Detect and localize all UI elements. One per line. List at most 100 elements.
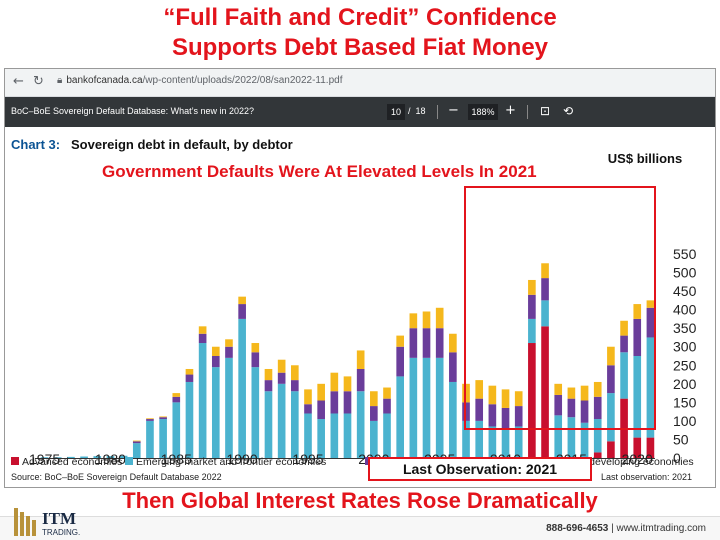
bar-segment-2019-other xyxy=(620,320,628,336)
footer-website[interactable]: www.itmtrading.com xyxy=(616,523,706,534)
y-tick-label: 450 xyxy=(673,283,697,299)
bar-segment-1991-hipc xyxy=(251,352,260,368)
bar-segment-1997-emerging xyxy=(330,413,339,458)
bar-segment-2011-emerging xyxy=(514,426,523,458)
footer-bar: 888-696-4653 | www.itmtrading.com xyxy=(0,516,720,540)
bar-segment-2005-other xyxy=(435,307,444,329)
bar-segment-1999-hipc xyxy=(356,368,365,392)
bar-segment-2003-emerging xyxy=(409,357,418,458)
bar-segment-2011-other xyxy=(514,391,523,407)
url-text[interactable]: 🔒︎ bankofcanada.ca/wp-content/uploads/202… xyxy=(57,75,342,86)
bar-segment-2019-hipc xyxy=(620,335,628,353)
y-axis-label: US$ billions xyxy=(608,151,682,166)
bar-segment-2016-hipc xyxy=(580,400,589,423)
bar-segment-2013-advanced xyxy=(541,326,549,458)
bar-segment-1992-emerging xyxy=(264,391,273,458)
legend-swatch-advanced xyxy=(11,457,19,465)
toolbar-divider xyxy=(437,105,438,119)
y-tick-label: 500 xyxy=(673,265,697,281)
logo-text: ITM xyxy=(42,509,76,528)
last-observation-note: Last observation: 2021 xyxy=(601,472,692,482)
bar-segment-1999-other xyxy=(356,350,365,369)
bar-segment-1989-hipc xyxy=(225,346,233,358)
bar-segment-2018-other xyxy=(607,346,615,366)
zoom-out-button[interactable]: − xyxy=(448,103,459,118)
bar-segment-1998-other xyxy=(343,376,352,392)
bar-segment-1993-hipc xyxy=(277,372,286,384)
bar-segment-2020-hipc xyxy=(633,318,642,356)
bar-segment-1982-emerging xyxy=(132,443,141,458)
footer-phone[interactable]: 888-696-4653 xyxy=(546,523,609,534)
logo-bar xyxy=(26,516,30,536)
page-total: / 18 xyxy=(408,106,426,116)
zoom-in-button[interactable]: + xyxy=(505,103,516,118)
bar-segment-2002-other xyxy=(396,335,404,347)
bar-segment-2000-hipc xyxy=(370,406,378,421)
rotate-icon[interactable]: ⟲ xyxy=(563,104,574,118)
bar-segment-2005-hipc xyxy=(435,328,444,358)
bar-segment-2018-advanced xyxy=(607,441,615,458)
logo-subtext: TRADING. xyxy=(42,528,80,537)
bar-segment-1991-other xyxy=(251,343,260,353)
bar-segment-1983-other xyxy=(146,418,154,420)
bar-segment-2001-hipc xyxy=(383,398,391,414)
bar-segment-2015-emerging xyxy=(567,417,576,458)
zoom-level-input[interactable]: 188% xyxy=(468,104,498,120)
page-number-input[interactable]: 10 xyxy=(387,104,405,120)
bar-segment-1981-emerging xyxy=(119,455,128,458)
bar-segment-2012-other xyxy=(528,279,536,295)
logo-bar xyxy=(14,508,18,536)
chart-bars xyxy=(40,263,655,458)
bar-segment-2002-hipc xyxy=(396,346,404,377)
bar-segment-1982-hipc xyxy=(132,441,141,444)
bar-segment-1985-hipc xyxy=(172,396,181,403)
overlay-annotation-title: Government Defaults Were At Elevated Lev… xyxy=(102,162,537,181)
bar-segment-1984-other xyxy=(159,416,167,418)
toolbar-divider xyxy=(527,105,528,119)
y-axis-ticks: 0 50 100 150 200 250 300 350 400 450 500 550 xyxy=(673,246,697,466)
bar-segment-2008-other xyxy=(475,380,484,399)
bar-segment-1985-other xyxy=(172,393,181,397)
chart-source: Source: BoC–BoE Sovereign Default Databa… xyxy=(11,472,222,482)
bar-segment-1979-emerging xyxy=(93,456,102,458)
bar-segment-1990-hipc xyxy=(238,304,246,319)
logo-bar xyxy=(32,520,36,536)
bar-segment-1992-other xyxy=(264,368,273,381)
bar-segment-1993-emerging xyxy=(277,383,286,458)
bar-segment-2005-emerging xyxy=(435,357,444,458)
bar-segment-1997-other xyxy=(330,372,339,392)
footer-divider: | xyxy=(611,523,614,534)
bar-segment-2010-other xyxy=(501,389,510,408)
url-path: /wp-content/uploads/2022/08/san2022-11.p… xyxy=(142,75,343,86)
bar-segment-1982-other xyxy=(132,440,141,442)
bar-segment-2020-other xyxy=(633,304,642,319)
bar-segment-2009-emerging xyxy=(488,426,497,458)
reload-icon[interactable]: ↻ xyxy=(33,74,44,89)
bar-segment-2017-advanced xyxy=(593,452,602,458)
bar-segment-2021-other xyxy=(646,300,655,308)
lock-icon: 🔒︎ xyxy=(57,75,63,86)
bottom-headline: Then Global Interest Rates Rose Dramatic… xyxy=(122,488,598,513)
bar-segment-1984-emerging xyxy=(159,419,167,458)
bar-segment-2001-other xyxy=(383,387,391,399)
bar-segment-2011-hipc xyxy=(514,406,523,427)
bar-segment-1984-hipc xyxy=(159,417,167,420)
bar-segment-1998-hipc xyxy=(343,391,352,414)
bar-segment-1994-emerging xyxy=(291,391,299,458)
bar-segment-2006-other xyxy=(449,333,457,353)
bar-segment-1990-emerging xyxy=(238,318,246,458)
x-tick-label: 1985 xyxy=(161,451,192,467)
bar-segment-1983-emerging xyxy=(146,420,154,458)
bar-segment-1997-hipc xyxy=(330,391,339,414)
address-bar[interactable]: ← ↻ 🔒︎ bankofcanada.ca/wp-content/uploads… xyxy=(5,69,715,97)
bar-segment-1977-emerging xyxy=(67,456,75,458)
slide-headline-line2: Supports Debt Based Fiat Money xyxy=(171,34,549,61)
back-arrow-icon[interactable]: ← xyxy=(13,74,24,89)
bar-segment-2010-emerging xyxy=(501,428,510,458)
fit-page-icon[interactable]: ⊡ xyxy=(540,104,551,118)
bar-segment-1987-hipc xyxy=(198,333,207,344)
slide-headline-line1: “Full Faith and Credit” Confidence xyxy=(163,4,557,31)
bar-segment-2013-other xyxy=(541,263,549,279)
bar-segment-2007-other xyxy=(462,383,470,403)
